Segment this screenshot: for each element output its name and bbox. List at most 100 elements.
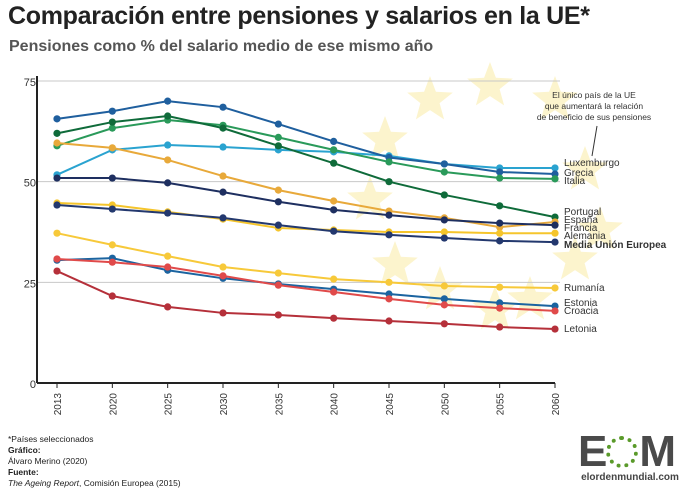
data-point <box>219 172 227 180</box>
series-croacia: Croacia <box>53 255 599 317</box>
data-point <box>164 112 172 120</box>
data-point <box>551 284 559 292</box>
eu-star-icon <box>507 276 553 320</box>
data-point <box>219 103 227 111</box>
data-point <box>496 202 504 210</box>
eu-star-icon <box>362 116 408 160</box>
data-point <box>219 124 227 132</box>
data-point <box>330 288 338 296</box>
x-tick-label: 2040 <box>330 393 341 416</box>
data-point <box>440 216 448 224</box>
data-point <box>274 198 282 206</box>
data-point <box>496 283 504 291</box>
data-point <box>164 209 172 217</box>
data-point <box>330 314 338 322</box>
data-point <box>108 144 116 152</box>
data-point <box>219 188 227 196</box>
graphic-author: Álvaro Merino (2020) <box>8 456 88 466</box>
series-line <box>56 119 556 180</box>
series-line <box>56 257 556 312</box>
annotation-pointer <box>591 125 598 157</box>
data-point <box>219 143 227 151</box>
series-label: Luxemburgo <box>564 158 620 169</box>
data-point <box>53 139 61 147</box>
data-point <box>440 228 448 236</box>
data-point <box>330 206 338 214</box>
data-point <box>330 159 338 167</box>
series-line <box>56 270 556 331</box>
series-media-unión-europea: Media Unión Europea <box>53 201 667 251</box>
data-point <box>385 317 393 325</box>
data-point <box>440 191 448 199</box>
series-label: Rumanía <box>564 283 605 294</box>
series-letonia: Letonia <box>53 267 597 335</box>
x-tick-label: 2035 <box>274 393 285 416</box>
data-point <box>164 141 172 149</box>
series-grecia: Grecia <box>53 97 594 179</box>
data-point <box>274 186 282 194</box>
data-point <box>440 282 448 290</box>
series-line <box>56 144 555 176</box>
data-point <box>440 234 448 242</box>
data-point <box>551 164 559 172</box>
series-line <box>56 204 556 244</box>
x-tick-label: 2045 <box>385 393 396 416</box>
series-line <box>56 100 556 176</box>
data-point <box>164 97 172 105</box>
series-label: España <box>564 215 598 226</box>
data-point <box>274 142 282 150</box>
data-point <box>551 307 559 315</box>
data-point <box>330 137 338 145</box>
eu-star-icon <box>577 206 623 250</box>
data-point <box>330 227 338 235</box>
series-label: Portugal <box>564 207 601 218</box>
series-rumanía: Rumanía <box>53 229 605 294</box>
data-point <box>330 197 338 205</box>
eu-star-icon <box>407 76 453 120</box>
series-label: Croacia <box>564 306 599 317</box>
data-point <box>385 231 393 239</box>
footnote: *Países seleccionados <box>8 434 94 444</box>
series-alemania: Alemania <box>53 199 606 242</box>
source-rest: , Comisión Europea (2015) <box>79 478 181 488</box>
data-point <box>274 120 282 128</box>
annotation-text: El único país de la UE que aumentará la r… <box>537 90 651 122</box>
data-point <box>496 237 504 245</box>
y-tick-label: 25 <box>24 278 36 290</box>
data-point <box>53 255 61 263</box>
series-line <box>56 115 556 219</box>
chart-title: Comparación entre pensiones y salarios e… <box>8 2 590 30</box>
x-tick-label: 2050 <box>440 393 451 416</box>
series-españa: España <box>53 139 598 231</box>
data-point <box>551 229 559 237</box>
data-point <box>53 174 61 182</box>
data-point <box>274 281 282 289</box>
data-point <box>551 238 559 246</box>
x-tick-label: 2060 <box>551 393 562 416</box>
data-point <box>496 174 504 182</box>
eu-star-icon <box>467 62 513 106</box>
data-point <box>274 133 282 141</box>
source-title: The Ageing Report <box>8 478 80 488</box>
logo-url: elordenmundial.com <box>581 472 679 483</box>
data-point <box>164 156 172 164</box>
eu-star-icon <box>347 176 393 220</box>
series-label: Media Unión Europea <box>564 240 667 251</box>
data-point <box>440 320 448 328</box>
graphic-label: Gráfico: <box>8 445 41 455</box>
data-point <box>385 158 393 166</box>
data-point <box>164 263 172 271</box>
x-tick-label: 2025 <box>164 393 175 416</box>
data-point <box>53 115 61 123</box>
eu-star-icon <box>417 266 463 310</box>
data-point <box>164 303 172 311</box>
data-point <box>330 146 338 154</box>
data-point <box>108 258 116 266</box>
data-point <box>219 214 227 222</box>
x-tick-label: 2055 <box>496 393 507 416</box>
data-point <box>53 201 61 209</box>
data-point <box>164 179 172 187</box>
series-line <box>56 232 556 289</box>
